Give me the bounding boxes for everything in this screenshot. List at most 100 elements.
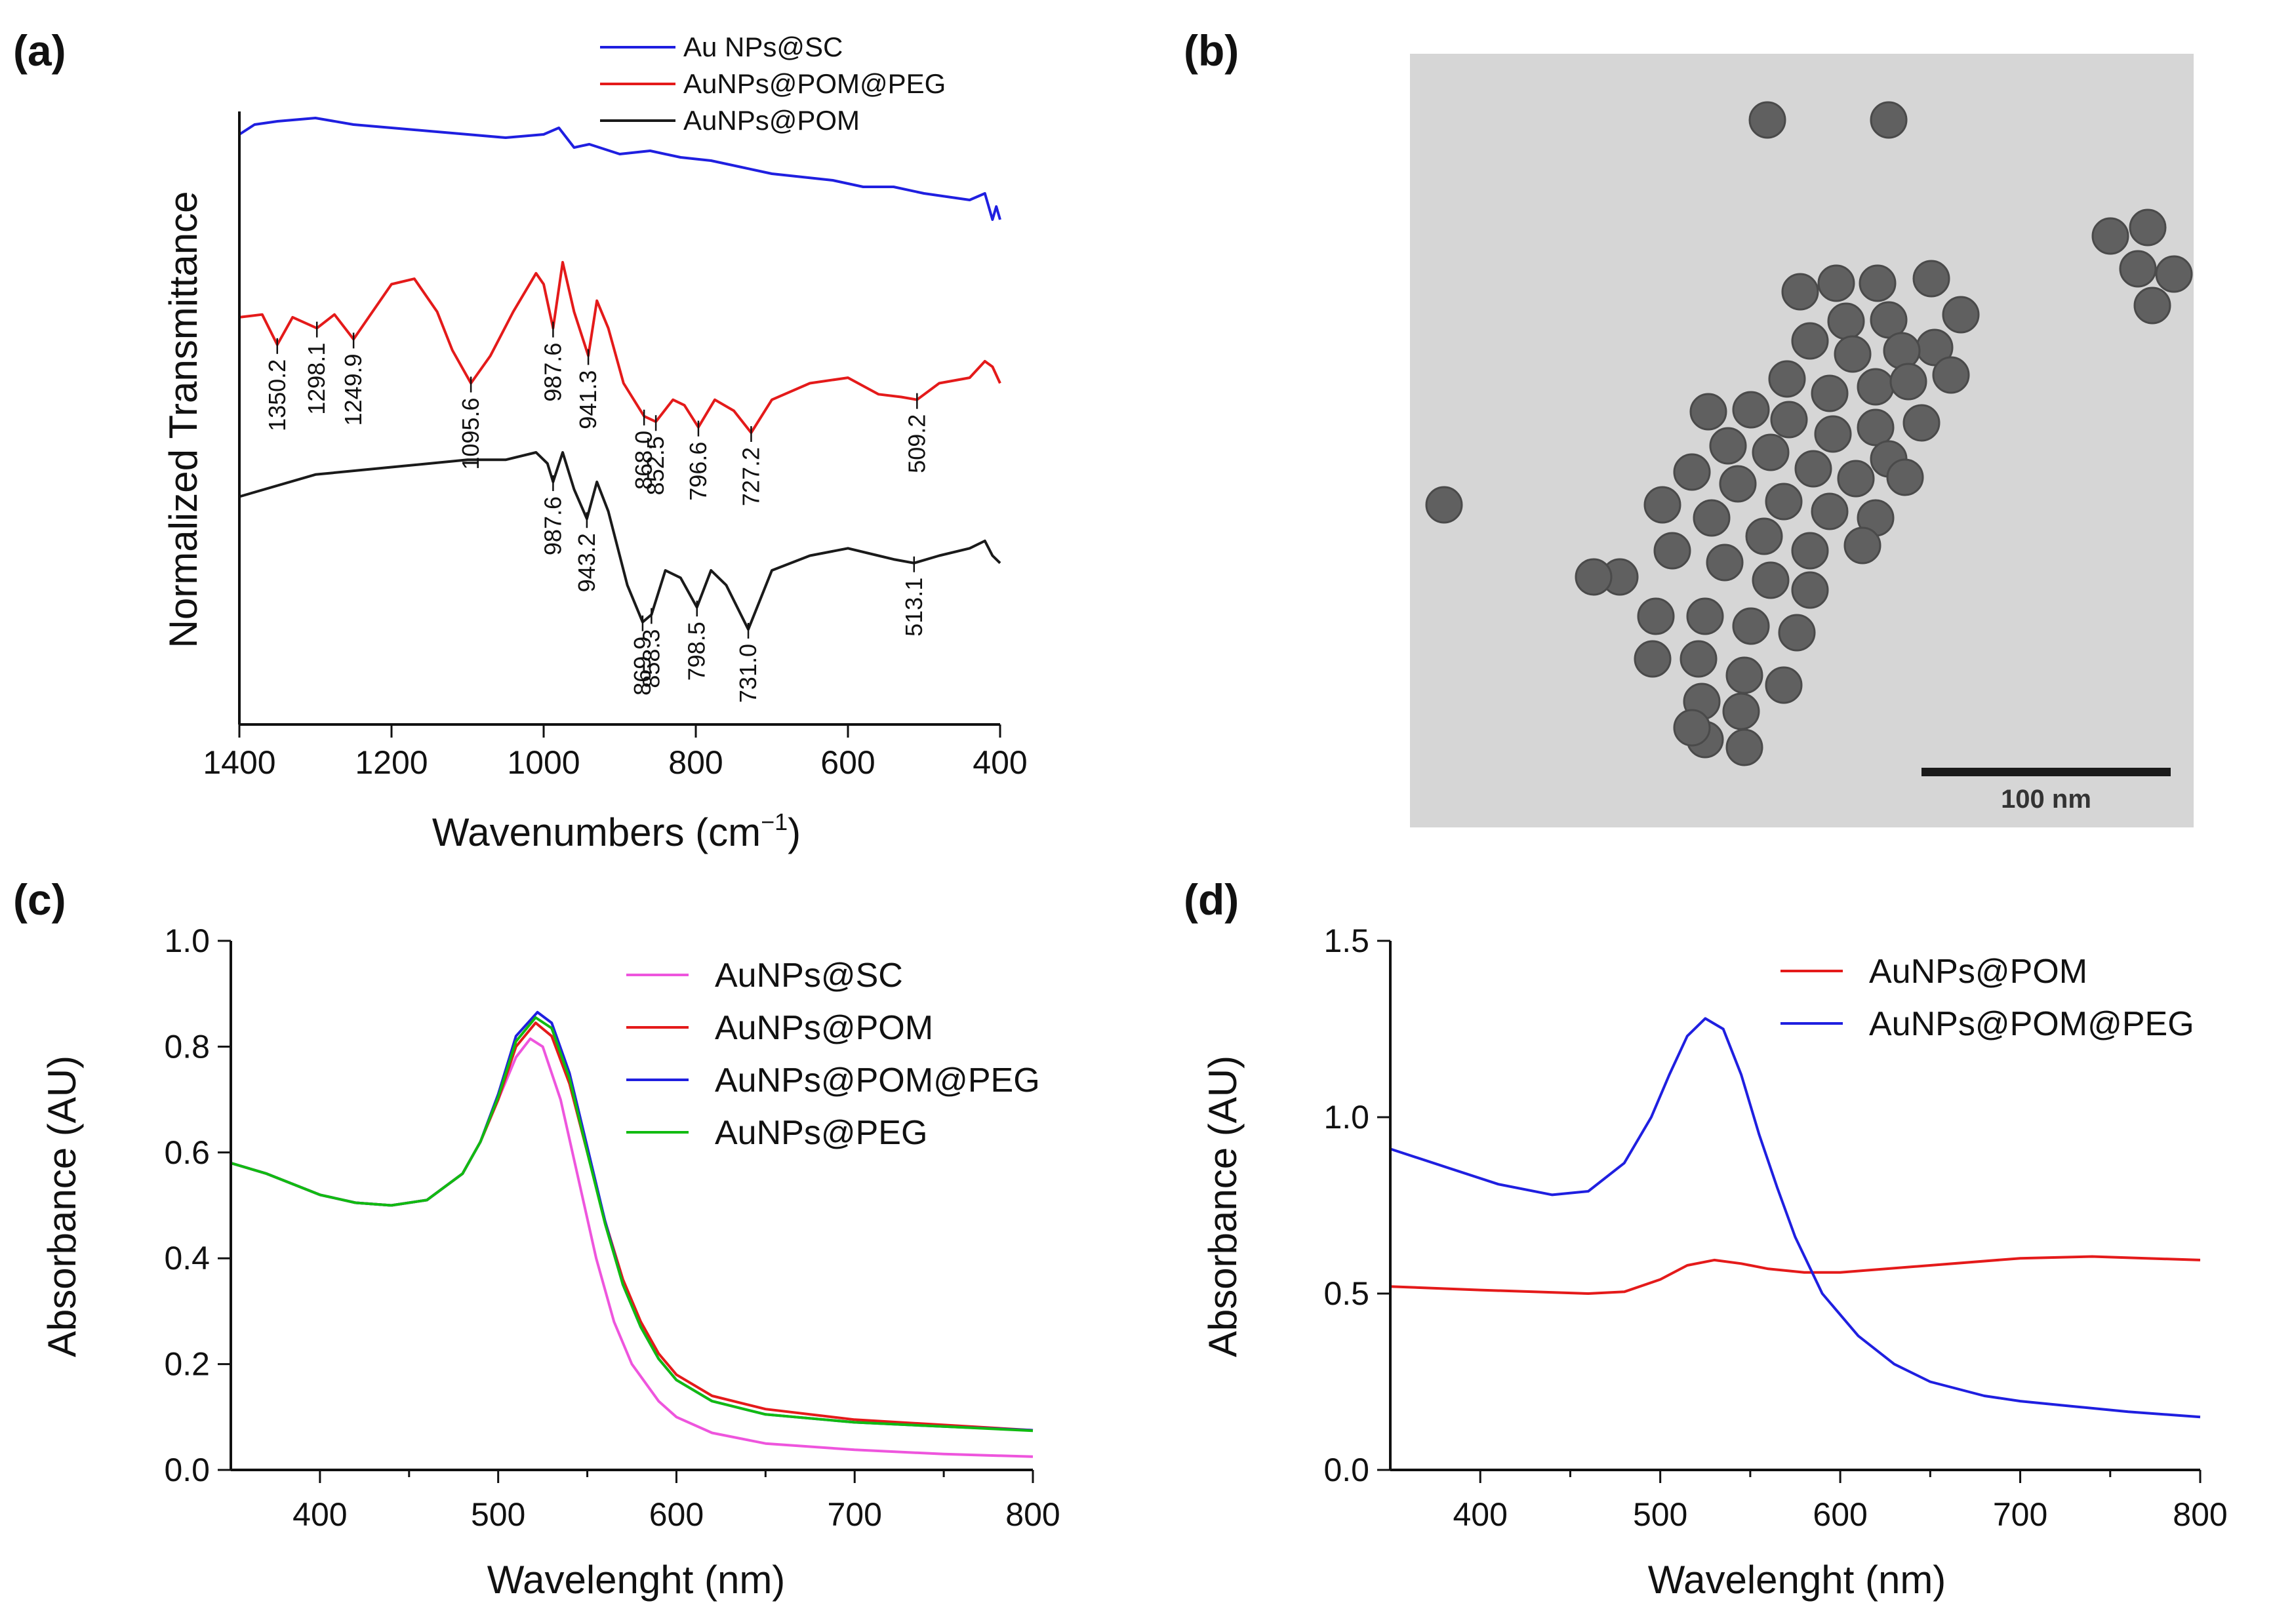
tem-particle-50	[1791, 571, 1829, 609]
uvvis-c-x-tick-label-400: 400	[292, 1496, 347, 1533]
uvvis-c-legend-label-aunps-sc: AuNPs@SC	[715, 957, 903, 995]
tem-particle-22	[1889, 363, 1927, 401]
ftir-legend: Au NPs@SC AuNPs@POM@PEG AuNPs@POM	[600, 31, 946, 136]
uvvis-d-x-tick-label-800: 800	[2173, 1496, 2227, 1533]
uvvis-d-legend-label-aunps-pom: AuNPs@POM	[1869, 953, 2087, 991]
ftir-peak-label-13: 869.9	[629, 637, 656, 696]
tem-particle-43	[1745, 517, 1783, 555]
uvvis-c-series-group	[230, 1010, 1034, 1458]
ftir-x-tick-label-1000: 1000	[507, 744, 580, 781]
tem-particle-28	[1857, 408, 1895, 446]
tem-particle-44	[1791, 532, 1829, 570]
uvvis-c-legend-label-aunps-pom-peg: AuNPs@POM@PEG	[715, 1061, 1040, 1099]
uvvis-c-y-axis-title: Absorbance (AU)	[40, 1056, 84, 1357]
tem-particle-57	[1680, 640, 1718, 678]
uvvis-c-x-tick-label-800: 800	[1005, 1496, 1060, 1533]
scale-bar-label: 100 nm	[2001, 785, 2091, 814]
ftir-x-axis-title: Wavenumbers (cm−1)	[432, 808, 801, 854]
panel-label-a: (a)	[13, 26, 66, 75]
tem-particle-25	[1732, 391, 1770, 429]
uvvis-c-line-aunps-peg	[230, 1016, 1034, 1433]
tem-particle-21	[1857, 368, 1895, 406]
uvvis-c-x-tick-label-500: 500	[471, 1496, 525, 1533]
ftir-peak-label-9: 727.2	[737, 447, 764, 506]
ftir-peak-label-14: 858.3	[637, 629, 664, 688]
tem-particle-11	[1912, 260, 1950, 298]
ftir-x-tick-label-1400: 1400	[203, 744, 275, 781]
tem-particle-51	[1637, 597, 1675, 635]
uvvis-d-x-tick-label-600: 600	[1813, 1496, 1867, 1533]
uvvis-d-y-tick-label-0.5: 0.5	[1323, 1275, 1369, 1312]
uvvis-d-x-tick-label-400: 400	[1453, 1496, 1508, 1533]
ftir-legend-label-aunps-pom: AuNPs@POM	[683, 105, 860, 136]
tem-particle-39	[1811, 492, 1849, 530]
ftir-peak-label-7: 852.5	[642, 436, 669, 495]
uvvis-chart-c: 400 500 600 700 800 0.0 0.2 0.4 0.6 0.8 1.0 Wavele…	[40, 922, 1060, 1602]
uvvis-c-x-tick-label-600: 600	[649, 1496, 704, 1533]
tem-particles	[1425, 101, 2193, 766]
tem-particle-59	[1765, 666, 1803, 704]
ftir-peak-label-10: 509.2	[903, 414, 930, 473]
tem-particle-29	[1902, 404, 1941, 442]
uvvis-d-line-aunps-pom	[1390, 1255, 2201, 1295]
panel-label-d: (d)	[1184, 875, 1239, 924]
uvvis-d-y-tick-label-1.0: 1.0	[1323, 1099, 1369, 1136]
tem-particle-1	[1870, 101, 1908, 139]
ftir-series-group	[238, 117, 1001, 631]
tem-particle-26	[1770, 401, 1808, 439]
tem-particle-32	[1752, 433, 1790, 471]
ftir-peak-label-16: 731.0	[734, 644, 761, 703]
uvvis-c-x-axis-title: Wavelenght (nm)	[487, 1558, 786, 1602]
ftir-peak-label-12: 943.2	[573, 533, 600, 592]
tem-particle-16	[1791, 322, 1829, 360]
tem-particle-63	[1725, 728, 1763, 766]
tem-background	[1410, 54, 2194, 827]
tem-particle-42	[1693, 499, 1731, 537]
ftir-peak-label-4: 987.6	[539, 343, 566, 402]
tem-particle-17	[1834, 335, 1872, 373]
tem-particle-37	[1719, 465, 1757, 503]
uvvis-d-x-axis-title: Wavelenght (nm)	[1648, 1558, 1946, 1602]
tem-particle-52	[1686, 597, 1724, 635]
uvvis-d-x-tick-label-500: 500	[1633, 1496, 1687, 1533]
tem-image: 100 nm	[1410, 54, 2194, 827]
ftir-peak-label-3: 1095.6	[457, 398, 484, 470]
tem-particle-24	[1689, 393, 1727, 431]
uvvis-chart-d: 400 500 600 700 800 0.0 0.5 1.0 1.5 Wavelenght (…	[1201, 922, 2228, 1602]
panel-label-c: (c)	[13, 875, 66, 924]
uvvis-d-line-aunps-pom-peg	[1390, 1017, 2201, 1419]
tem-particle-10	[1859, 264, 1897, 302]
ftir-x-tick-label-1200: 1200	[355, 744, 428, 781]
ftir-x-tick-label-400: 400	[973, 744, 1027, 781]
tem-particle-23	[1932, 356, 1970, 394]
uvvis-c-x-tick-label-700: 700	[828, 1496, 882, 1533]
uvvis-c-legend: AuNPs@SC AuNPs@POM AuNPs@POM@PEG AuNPs@PEG	[626, 957, 1040, 1152]
scale-bar	[1921, 768, 2171, 776]
tem-particle-12	[1942, 296, 1980, 334]
tem-particle-5	[2155, 255, 2193, 293]
uvvis-d-x-tick-label-700: 700	[1993, 1496, 2047, 1533]
ftir-line-au-nps-sc	[238, 117, 1001, 221]
uvvis-c-y-tick-label-0.8: 0.8	[164, 1028, 210, 1065]
uvvis-d-legend-label-aunps-pom-peg: AuNPs@POM@PEG	[1869, 1005, 2194, 1043]
uvvis-d-series-group	[1390, 1017, 2201, 1419]
uvvis-c-legend-label-aunps-peg: AuNPs@PEG	[715, 1114, 927, 1152]
ftir-x-ticks: 1400 1200 1000 800 600 400	[203, 724, 1028, 781]
ftir-peak-label-8: 796.6	[685, 442, 712, 501]
tem-particle-45	[1843, 526, 1881, 564]
tem-particle-2	[2091, 217, 2129, 255]
tem-particle-18	[1883, 332, 1921, 370]
uvvis-c-y-tick-label-1.0: 1.0	[164, 922, 210, 959]
tem-particle-14	[1827, 302, 1865, 340]
uvvis-d-y-tick-label-1.5: 1.5	[1323, 922, 1369, 959]
tem-particle-4	[2119, 250, 2157, 288]
ftir-x-tick-label-600: 600	[820, 744, 875, 781]
tem-particle-9	[1817, 264, 1855, 302]
tem-particle-47	[1653, 532, 1691, 570]
ftir-peak-label-0: 1350.2	[264, 359, 291, 431]
uvvis-d-y-tick-label-0.0: 0.0	[1323, 1452, 1369, 1488]
uvvis-c-y-tick-label-0.4: 0.4	[164, 1240, 210, 1277]
tem-particle-55	[1575, 558, 1613, 596]
tem-particle-58	[1725, 656, 1763, 694]
